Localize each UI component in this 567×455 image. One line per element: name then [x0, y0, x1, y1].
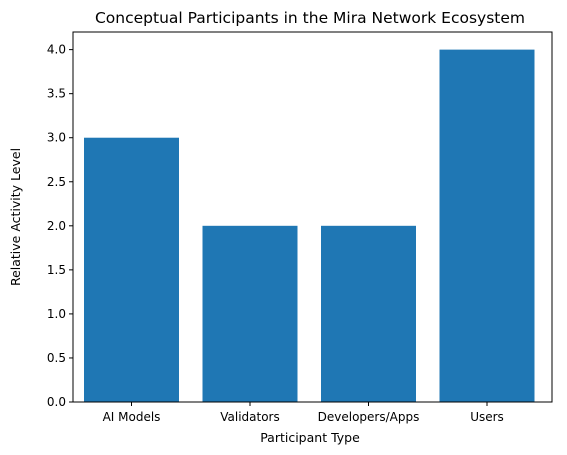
- chart-title: Conceptual Participants in the Mira Netw…: [95, 9, 525, 27]
- bar-users: [439, 49, 535, 402]
- x-axis-label: Participant Type: [260, 430, 360, 445]
- y-axis: 0.0 0.5 1.0 1.5 2.0 2.5 3.0 3.5 4.0: [47, 43, 73, 409]
- plot-area: 0.0 0.5 1.0 1.5 2.0 2.5 3.0 3.5 4.0 AI Models Val…: [47, 31, 553, 424]
- bar-developers-apps: [321, 225, 416, 402]
- y-tick-label: 4.0: [47, 43, 66, 57]
- y-tick-label: 0.0: [47, 395, 66, 409]
- bar-validators: [202, 225, 298, 402]
- x-tick-label: Validators: [220, 410, 280, 424]
- y-tick-label: 3.5: [47, 87, 66, 101]
- y-tick-label: 3.0: [47, 131, 66, 145]
- y-tick-label: 0.5: [47, 351, 66, 365]
- y-tick-label: 2.0: [47, 219, 66, 233]
- bars: [84, 49, 535, 402]
- y-axis-label: Relative Activity Level: [8, 148, 23, 286]
- axes-frame: [72, 31, 553, 403]
- y-tick-label: 1.5: [47, 263, 66, 277]
- x-tick-label: Users: [470, 410, 504, 424]
- y-tick-label: 2.5: [47, 175, 66, 189]
- x-axis: AI Models Validators Developers/Apps Users: [103, 402, 504, 424]
- x-tick-label: Developers/Apps: [318, 410, 420, 424]
- y-tick-label: 1.0: [47, 307, 66, 321]
- bar-ai-models: [84, 137, 179, 402]
- x-tick-label: AI Models: [103, 410, 161, 424]
